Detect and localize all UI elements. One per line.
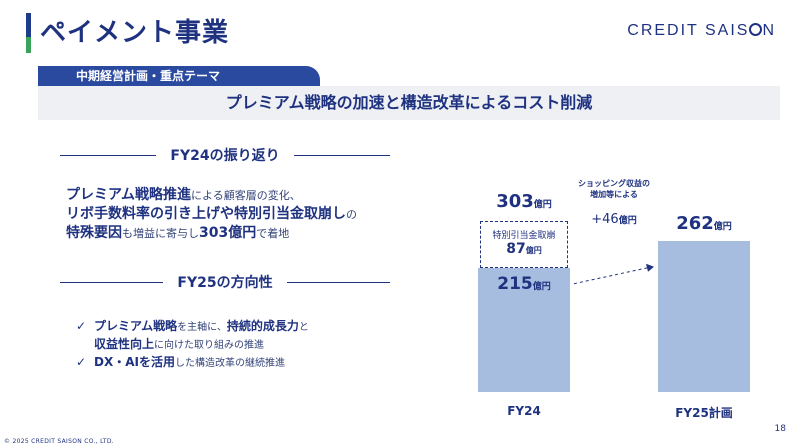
special-reserve-box: 特別引当金取崩 87億円 [480,220,568,268]
profit-bridge-chart: 303億円 特別引当金取崩 87億円 215億円 ショッピング収益の 増加等によ… [460,170,780,430]
list-item: 収益性向上に向けた取り組みの推進 [94,337,265,351]
value-label-fy24-base: 215億円 [497,273,551,294]
bar-fy24 [478,267,570,392]
page-number: 18 [774,424,786,434]
annotation-note: ショッピング収益の 増加等による [578,179,650,199]
recap-heading: FY24の振り返り [60,145,390,165]
direction-list: ✓ プレミアム戦略を主軸に、持続的成長力と 収益性向上に向けた取り組みの推進 ✓ D… [76,318,309,372]
dashed-arrow-icon [573,263,654,285]
logo-ring-icon [749,23,763,36]
delta-label: +46億円 [591,212,637,227]
recap-text: プレミアム戦略推進による顧客層の変化、 リボ手数料率の引き上げや特別引当金取崩し… [66,187,357,241]
check-icon: ✓ [76,319,87,333]
theme-tab: 中期経営計画・重点テーマ [38,66,320,86]
list-item: ✓ プレミアム戦略を主軸に、持続的成長力と [76,319,309,333]
value-label-fy24-total: 303億円 [496,190,552,212]
x-tick-label-fy24: FY24 [507,404,541,418]
copyright: © 2025 CREDIT SAISON CO., LTD. [4,438,115,445]
theme-banner: プレミアム戦略の加速と構造改革によるコスト削減 [38,86,780,120]
list-item: ✓ DX・AIを活用した構造改革の継続推進 [76,355,285,369]
direction-heading: FY25の方向性 [60,272,390,292]
brand-logo: CREDIT SAIS N [627,22,776,39]
bar-fy25 [658,240,750,392]
check-icon: ✓ [76,355,87,369]
value-label-fy25-total: 262億円 [676,212,732,234]
x-tick-label-fy25: FY25計画 [675,406,733,420]
page-title: ペイメント事業 [40,18,230,48]
title-accent-bar [26,13,31,53]
